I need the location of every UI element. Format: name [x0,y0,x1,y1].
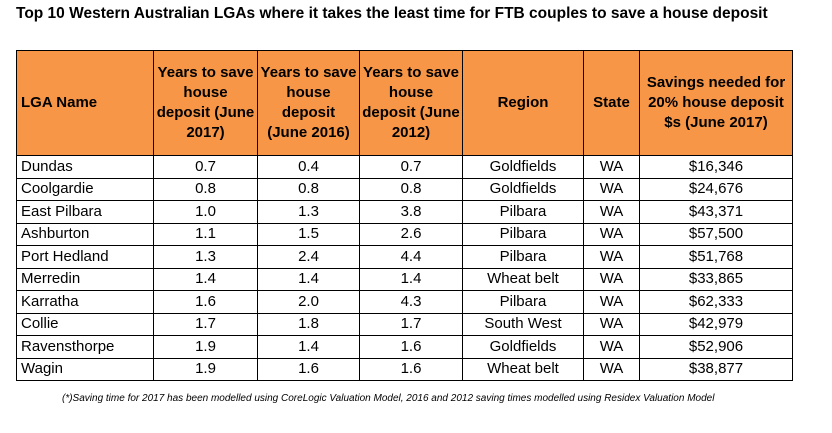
table-row: Ravensthorpe 1.9 1.4 1.6 Goldfields WA $52,906 [16,335,793,359]
cell-region: Pilbara [462,245,584,269]
table-row: Ashburton 1.1 1.5 2.6 Pilbara WA $57,500 [16,222,793,246]
cell-state: WA [583,267,640,291]
table-row: Merredin 1.4 1.4 1.4 Wheat belt WA $33,865 [16,267,793,291]
table-row: Dundas 0.7 0.4 0.7 Goldfields WA $16,346 [16,155,793,179]
cell-region: Goldfields [462,335,584,359]
cell-years-2016: 2.0 [257,290,360,314]
cell-state: WA [583,335,640,359]
cell-state: WA [583,155,640,179]
cell-region: Goldfields [462,177,584,201]
cell-savings: $51,768 [639,245,793,269]
cell-lga-name: Merredin [16,267,154,291]
cell-lga-name: Port Hedland [16,245,154,269]
cell-years-2012: 0.8 [359,177,463,201]
cell-savings: $16,346 [639,155,793,179]
document-title: Top 10 Western Australian LGAs where it … [16,5,768,22]
cell-years-2012: 1.4 [359,267,463,291]
header-years-2016: Years to save house deposit (June 2016) [257,50,360,156]
cell-years-2016: 1.5 [257,222,360,246]
cell-lga-name: Ashburton [16,222,154,246]
cell-region: Wheat belt [462,267,584,291]
cell-savings: $62,333 [639,290,793,314]
cell-savings: $52,906 [639,335,793,359]
cell-years-2016: 1.3 [257,200,360,224]
header-years-2012: Years to save house deposit (June 2012) [359,50,463,156]
header-region: Region [462,50,584,156]
cell-years-2016: 0.4 [257,155,360,179]
table-row: Coolgardie 0.8 0.8 0.8 Goldfields WA $24,676 [16,177,793,201]
cell-years-2012: 2.6 [359,222,463,246]
cell-years-2016: 2.4 [257,245,360,269]
cell-years-2016: 1.6 [257,357,360,381]
cell-years-2017: 1.0 [153,200,258,224]
cell-lga-name: Dundas [16,155,154,179]
cell-lga-name: East Pilbara [16,200,154,224]
cell-region: South West [462,312,584,336]
cell-years-2012: 3.8 [359,200,463,224]
cell-state: WA [583,200,640,224]
cell-years-2012: 4.4 [359,245,463,269]
cell-years-2017: 0.7 [153,155,258,179]
cell-years-2016: 1.4 [257,267,360,291]
cell-lga-name: Collie [16,312,154,336]
cell-state: WA [583,222,640,246]
cell-years-2016: 1.4 [257,335,360,359]
footnote: (*)Saving time for 2017 has been modelle… [62,393,715,404]
cell-region: Pilbara [462,200,584,224]
cell-state: WA [583,312,640,336]
cell-savings: $57,500 [639,222,793,246]
cell-state: WA [583,177,640,201]
cell-savings: $24,676 [639,177,793,201]
cell-years-2017: 1.6 [153,290,258,314]
cell-years-2017: 1.9 [153,335,258,359]
cell-lga-name: Karratha [16,290,154,314]
table-row: East Pilbara 1.0 1.3 3.8 Pilbara WA $43,371 [16,200,793,224]
cell-years-2012: 1.6 [359,335,463,359]
cell-years-2016: 0.8 [257,177,360,201]
table-row: Collie 1.7 1.8 1.7 South West WA $42,979 [16,312,793,336]
cell-state: WA [583,290,640,314]
cell-years-2016: 1.8 [257,312,360,336]
cell-savings: $33,865 [639,267,793,291]
cell-state: WA [583,245,640,269]
cell-savings: $42,979 [639,312,793,336]
cell-years-2012: 4.3 [359,290,463,314]
cell-years-2017: 0.8 [153,177,258,201]
table-row: Wagin 1.9 1.6 1.6 Wheat belt WA $38,877 [16,357,793,381]
cell-years-2017: 1.9 [153,357,258,381]
cell-years-2012: 0.7 [359,155,463,179]
cell-savings: $43,371 [639,200,793,224]
cell-region: Goldfields [462,155,584,179]
cell-region: Wheat belt [462,357,584,381]
lga-savings-table: LGA Name Years to save house deposit (Ju… [16,50,793,381]
header-row: LGA Name Years to save house deposit (Ju… [16,50,793,156]
cell-lga-name: Wagin [16,357,154,381]
header-lga-name: LGA Name [16,50,154,156]
cell-region: Pilbara [462,290,584,314]
cell-savings: $38,877 [639,357,793,381]
cell-years-2012: 1.6 [359,357,463,381]
cell-region: Pilbara [462,222,584,246]
cell-years-2017: 1.3 [153,245,258,269]
header-years-2017: Years to save house deposit (June 2017) [153,50,258,156]
table-body: Dundas 0.7 0.4 0.7 Goldfields WA $16,346 Coolga… [16,155,793,381]
cell-lga-name: Coolgardie [16,177,154,201]
header-savings-needed: Savings needed for 20% house deposit $s … [639,50,793,156]
cell-state: WA [583,357,640,381]
cell-lga-name: Ravensthorpe [16,335,154,359]
header-state: State [583,50,640,156]
cell-years-2017: 1.4 [153,267,258,291]
table-row: Port Hedland 1.3 2.4 4.4 Pilbara WA $51,768 [16,245,793,269]
table-row: Karratha 1.6 2.0 4.3 Pilbara WA $62,333 [16,290,793,314]
cell-years-2017: 1.1 [153,222,258,246]
table-header: LGA Name Years to save house deposit (Ju… [16,50,793,156]
cell-years-2017: 1.7 [153,312,258,336]
cell-years-2012: 1.7 [359,312,463,336]
